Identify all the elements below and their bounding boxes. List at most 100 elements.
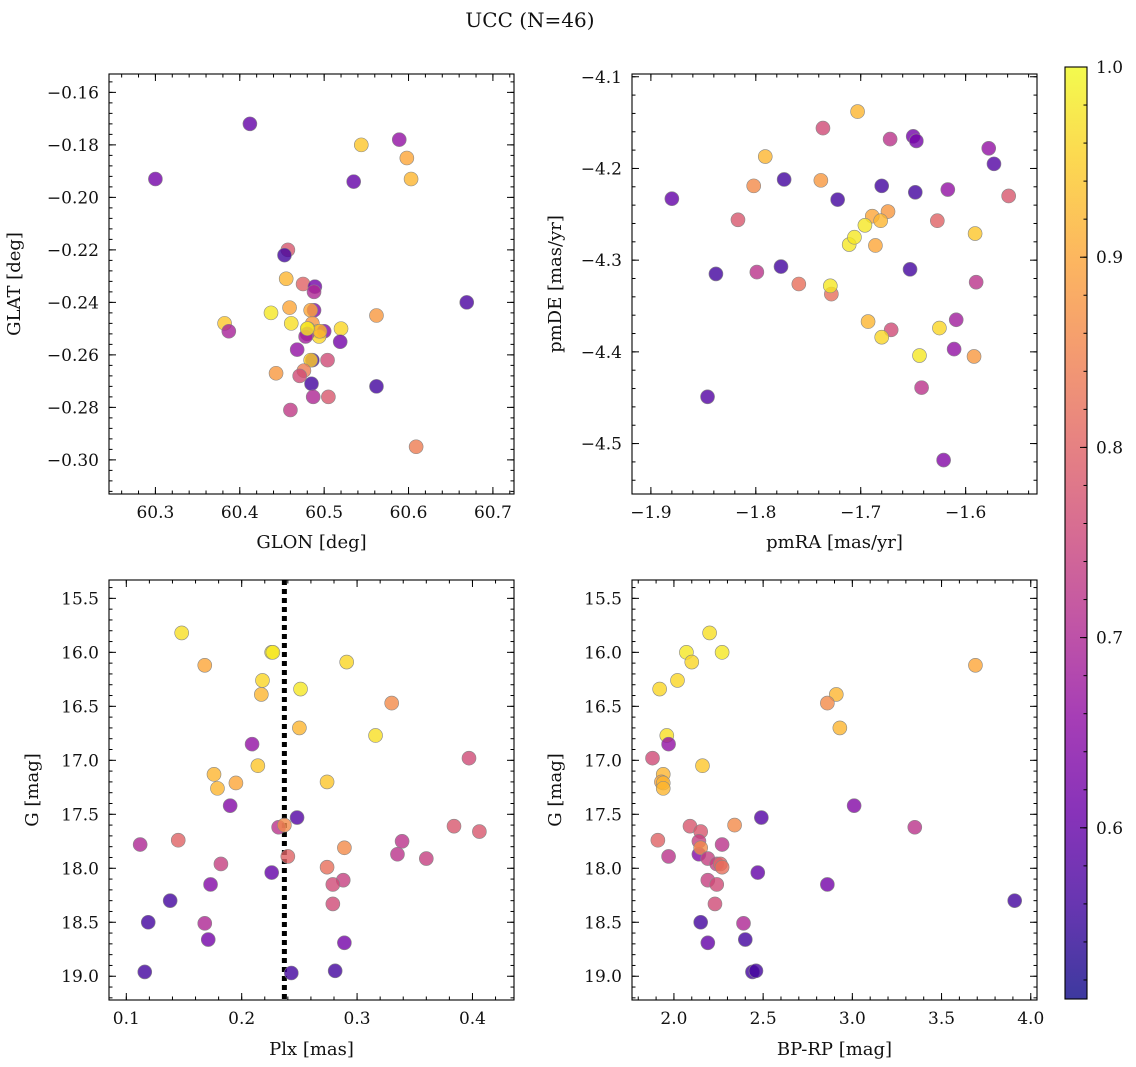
x-axis-label: GLON [deg] [256,532,366,553]
data-point [242,116,258,132]
data-point [306,284,322,300]
y-tick-label: −0.18 [47,136,99,156]
data-point [277,247,292,263]
data-point [282,300,297,315]
data-point [776,172,792,187]
colorbar-gradient [1065,67,1087,999]
data-point [312,323,328,339]
data-point [206,767,222,782]
y-tick-label: −0.20 [47,188,99,208]
scatter-panel-1: 60.3 60.4 60.5 60.6 60.7 −0.16 −0.18 −0.20 −0.22… [4,73,515,553]
y-tick-label: 16.0 [61,643,99,663]
data-point [909,133,924,149]
y-tick-label: 18.0 [584,859,622,879]
y-tick-label: −0.24 [47,293,99,313]
data-point [403,171,419,187]
colorbar-tick-label: 0.7 [1096,629,1123,649]
data-point [693,840,708,856]
data-point [823,278,838,294]
y-tick-label: 17.5 [61,805,99,825]
data-point [268,365,284,381]
data-point [750,865,766,880]
data-point [170,832,186,848]
y-axis-label: pmDE [mas/yr] [545,215,566,353]
data-point [670,673,685,688]
data-point [1001,188,1016,204]
y-tick-label: 16.0 [584,643,622,663]
data-point [399,150,415,166]
scatter-panel-3: 0.1 0.2 0.3 0.4 15.5 16.0 16.5 17.0 17.5 18.0 18.5… [22,579,515,1060]
y-tick-label: 17.0 [61,751,99,771]
data-point [293,681,308,697]
data-point [702,625,717,641]
y-axis-label: GLAT [deg] [4,232,25,336]
plot-frame [631,73,1038,495]
y-tick-label: 18.5 [584,913,622,933]
data-point [368,728,383,743]
x-tick-label: 60.3 [136,503,174,523]
data-point [737,932,753,947]
data-point [748,963,764,979]
y-tick-label: 15.5 [584,589,622,609]
data-point [278,271,294,287]
colorbar-tick-label: 0.8 [1096,438,1123,458]
data-point [967,226,983,241]
data-point [868,238,883,253]
data-point [708,266,724,282]
data-point [346,174,361,189]
data-point [932,320,947,336]
data-point [140,914,156,930]
data-point [369,308,384,323]
data-point [320,352,335,368]
data-point [820,877,835,892]
data-point [210,781,225,796]
data-point [283,316,299,331]
data-point [727,817,742,833]
data-point [791,276,807,292]
y-tick-label: 19.0 [584,967,622,987]
y-tick-label: −4.4 [581,343,622,363]
data-point [813,173,829,188]
data-point [757,149,773,164]
data-point [319,774,335,790]
plot-frame [108,579,515,1001]
colorbar-tick-label: 0.9 [1096,248,1123,268]
data-point [289,810,305,825]
data-point [700,935,716,951]
data-point [773,259,789,274]
data-point [1007,893,1022,908]
x-tick-label: 60.7 [474,503,512,523]
data-point [337,935,352,951]
x-tick-label: 3.0 [839,1009,866,1029]
data-point [940,182,956,197]
y-tick-label: −4.1 [581,68,622,88]
data-point [337,840,352,856]
x-axis-label: BP-RP [mag] [777,1039,892,1060]
data-point [250,758,266,774]
y-axis-label: G [mag] [22,753,43,826]
y-tick-label: 17.0 [584,751,622,771]
data-point [292,368,307,384]
data-point [914,380,929,395]
data-point [305,389,321,405]
data-point [828,687,844,702]
data-point [244,736,260,752]
data-point [966,349,982,364]
data-point [137,964,153,980]
y-axis-label: G [mag] [545,753,566,826]
data-point [882,131,898,147]
data-point [174,625,189,641]
data-point [265,645,281,660]
x-tick-label: 2.5 [750,1009,777,1029]
data-point [661,849,676,864]
data-point [968,274,984,290]
x-tick-label: −1.9 [630,503,671,523]
data-point [714,645,730,660]
data-point [912,348,927,363]
y-tick-label: 17.5 [584,805,622,825]
data-point [902,262,918,277]
y-tick-label: −0.16 [47,83,99,103]
data-point [707,896,723,912]
data-point [700,389,715,405]
y-tick-label: −0.28 [47,398,99,418]
